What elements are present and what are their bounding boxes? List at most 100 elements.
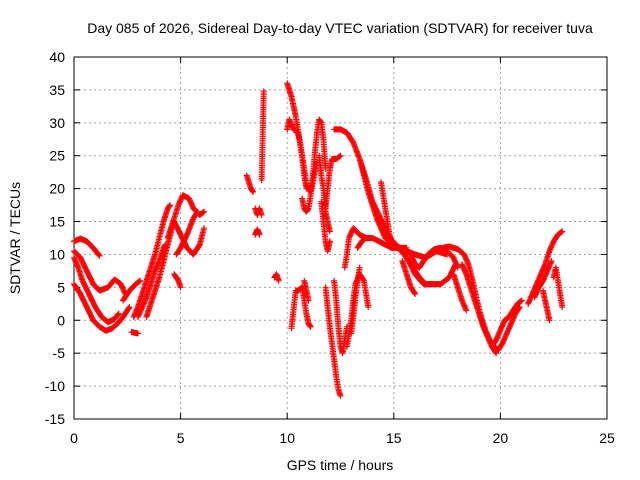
data-point (134, 330, 141, 337)
series-s46 (540, 287, 553, 324)
data-point (126, 304, 133, 311)
data-point (194, 209, 201, 216)
series-s9 (143, 225, 176, 320)
data-points (71, 80, 566, 399)
y-axis-label: SDTVAR / TECUs (7, 182, 23, 294)
series-s26 (301, 277, 312, 304)
x-tick-label: 0 (70, 430, 78, 446)
data-point (516, 304, 523, 311)
data-point (307, 323, 314, 330)
series-s2 (71, 248, 129, 297)
series-s17 (258, 88, 267, 184)
chart-title: Day 085 of 2026, Sidereal Day-to-day VTE… (87, 20, 593, 36)
data-point (256, 231, 263, 238)
x-tick-label: 20 (493, 430, 509, 446)
data-point (275, 277, 282, 284)
series-s5 (120, 277, 144, 304)
data-point (201, 225, 208, 232)
series-s20 (284, 80, 310, 192)
series-s15 (252, 205, 265, 218)
data-point (548, 258, 555, 265)
x-tick-label: 10 (279, 430, 295, 446)
data-point (305, 297, 312, 304)
data-point (326, 238, 333, 245)
y-tick-label: -5 (53, 345, 66, 361)
y-tick-label: -15 (45, 411, 65, 427)
series-s27 (322, 284, 344, 399)
series-s42 (488, 297, 525, 350)
data-point (454, 264, 461, 271)
data-point (388, 238, 395, 245)
series-s14 (243, 172, 257, 195)
y-tick-label: 25 (49, 148, 65, 164)
data-point (115, 311, 122, 318)
series-s18 (271, 271, 282, 284)
series-s45 (531, 258, 555, 301)
data-point (258, 211, 265, 218)
data-point (95, 251, 102, 258)
data-point (559, 304, 566, 311)
y-tick-label: 30 (49, 115, 65, 131)
data-point (515, 305, 522, 312)
series-s35 (378, 179, 395, 245)
x-tick-label: 15 (386, 430, 402, 446)
data-point (166, 202, 173, 209)
y-tick-label: 40 (49, 49, 65, 65)
data-point (337, 392, 344, 399)
series-s28 (331, 277, 350, 357)
data-point (463, 307, 470, 314)
data-point (360, 276, 367, 283)
data-point (337, 152, 344, 159)
series-s11 (171, 218, 208, 258)
series-s12 (173, 208, 201, 258)
series-s16 (252, 226, 263, 238)
series-s13 (171, 271, 184, 291)
series-s41 (459, 261, 500, 357)
plot-frame (73, 56, 608, 420)
data-point (559, 228, 566, 235)
data-point (365, 304, 372, 311)
series-s3 (71, 254, 122, 326)
grid (74, 57, 607, 419)
data-point (201, 208, 208, 215)
series-s32 (354, 235, 370, 251)
series-s22 (316, 152, 333, 235)
series-s24 (322, 152, 344, 212)
series-s8 (134, 241, 169, 320)
data-point (177, 284, 184, 291)
axis-ticks: 0 5 10 15 20 25 -15 -10 -5 0 5 10 15 20 25 30 35 40 (45, 49, 615, 446)
series-s34 (356, 156, 410, 251)
data-point (258, 177, 265, 184)
y-tick-label: -10 (45, 378, 65, 394)
series-s37 (399, 258, 419, 297)
series-s39 (439, 243, 502, 353)
data-point (546, 317, 553, 324)
data-point (411, 290, 418, 297)
series-s23 (318, 198, 333, 255)
data-point (326, 228, 333, 235)
data-point (194, 208, 201, 215)
x-tick-label: 25 (599, 430, 615, 446)
series-s6 (128, 329, 141, 337)
series-s7 (130, 202, 173, 320)
series-s25 (288, 284, 314, 332)
data-point (412, 290, 419, 297)
x-tick-label: 5 (177, 430, 185, 446)
series-s1 (71, 235, 103, 259)
series-s43 (495, 304, 523, 353)
data-point (356, 264, 363, 271)
y-tick-label: 10 (49, 246, 65, 262)
data-point (493, 350, 500, 357)
data-point (403, 244, 410, 251)
series-s47 (550, 264, 566, 311)
data-point (250, 188, 257, 195)
x-axis-label: GPS time / hours (287, 457, 394, 473)
y-tick-label: 20 (49, 181, 65, 197)
data-point (125, 305, 132, 312)
y-tick-label: 35 (49, 82, 65, 98)
series-s40 (450, 271, 470, 314)
data-point (96, 252, 103, 259)
data-point (363, 235, 370, 241)
data-point (518, 297, 525, 304)
